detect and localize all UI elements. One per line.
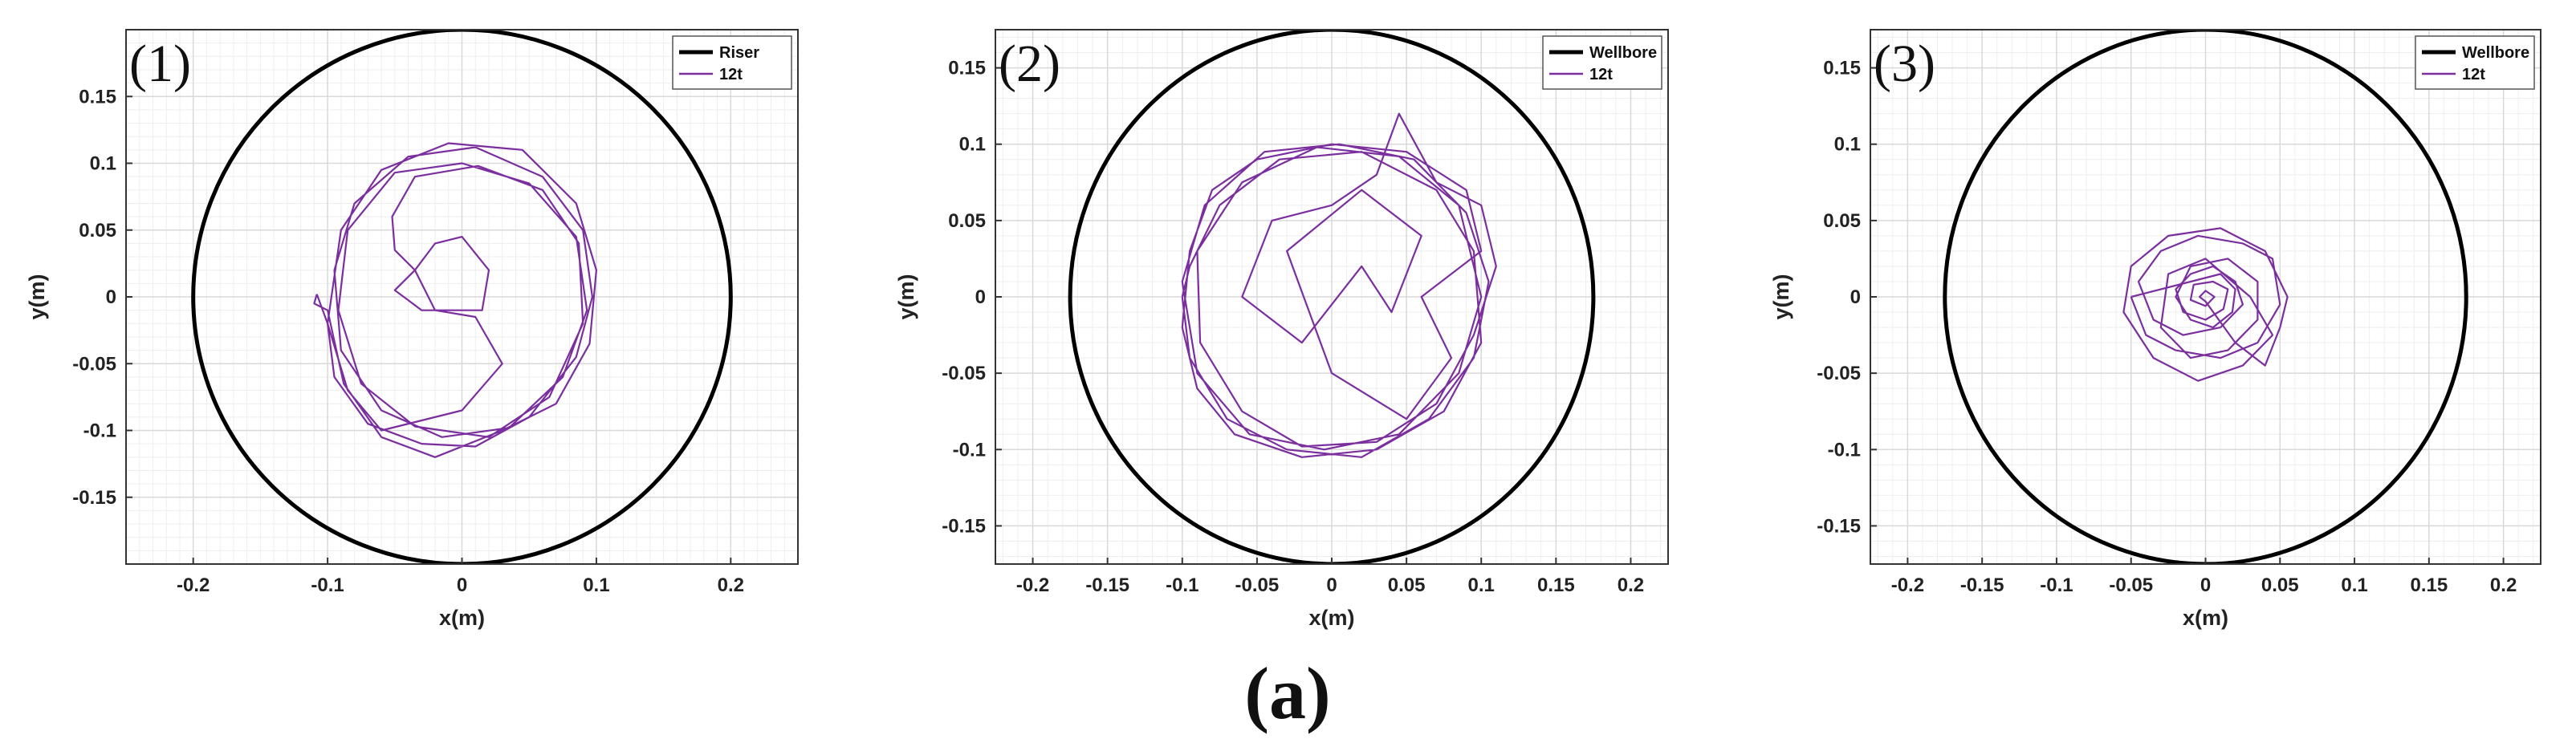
x-tick-label: -0.1 xyxy=(1166,574,1198,596)
x-tick-label: -0.1 xyxy=(311,574,344,596)
boundary-circle xyxy=(1068,30,1596,564)
plot-series xyxy=(1068,30,1596,564)
legend-label: Wellbore xyxy=(1589,44,1657,62)
y-tick-label: -0.1 xyxy=(953,439,986,461)
x-tick-label: 0.1 xyxy=(2341,574,2367,596)
x-tick-label: -0.05 xyxy=(1235,574,1280,596)
y-tick-label: 0.05 xyxy=(79,220,116,242)
y-tick-label: 0 xyxy=(106,286,116,308)
legend: Wellbore 12t xyxy=(2415,35,2535,90)
chart-panel-3: -0.2 -0.15 -0.1 -0.05 0 0.05 0.1 0.15 0.2 -0.15 -0… xyxy=(1769,29,2541,630)
y-tick-label: 0.1 xyxy=(1834,134,1861,156)
y-axis-label: y(m) xyxy=(1769,274,1793,319)
y-tick-label: -0.15 xyxy=(1817,515,1861,537)
x-tick-label: -0.15 xyxy=(1960,574,2004,596)
legend-label: 12t xyxy=(719,66,743,83)
y-tick-label: 0.1 xyxy=(959,134,986,156)
x-axis-label: x(m) xyxy=(2183,606,2228,630)
legend-label: Wellbore xyxy=(2462,44,2529,62)
trajectory-line xyxy=(1181,112,1497,458)
panels: -0.2 -0.1 0 0.1 0.2 -0.15 -0.1 -0.05 0 0.05 0.1 0.1… xyxy=(25,29,2541,630)
y-tick-label: -0.15 xyxy=(942,515,986,537)
legend-box xyxy=(2415,35,2535,90)
trajectory-line xyxy=(2122,227,2289,382)
legend: Wellbore 12t xyxy=(1542,35,1662,90)
legend-label: 12t xyxy=(1589,66,1613,83)
x-tick-label: 0.2 xyxy=(1618,574,1644,596)
x-tick-label: 0.1 xyxy=(1468,574,1495,596)
x-tick-label: -0.2 xyxy=(177,574,210,596)
y-tick-label: 0 xyxy=(975,286,986,308)
x-tick-label: 0.15 xyxy=(2410,574,2448,596)
y-tick-label: -0.05 xyxy=(942,363,986,384)
x-tick-label: -0.05 xyxy=(2109,574,2153,596)
y-tick-label: 0 xyxy=(1850,286,1861,308)
x-tick-label: 0.05 xyxy=(1388,574,1426,596)
x-tick-label: 0.2 xyxy=(718,574,744,596)
y-tick-label: -0.05 xyxy=(72,353,116,375)
y-tick-label: 0.05 xyxy=(1823,210,1861,232)
figure-caption: (a) xyxy=(1244,652,1330,734)
legend-box xyxy=(672,35,792,90)
y-tick-label: -0.1 xyxy=(1828,439,1861,461)
x-tick-label: 0 xyxy=(2200,574,2211,596)
plot-series xyxy=(191,30,733,564)
y-tick-label: 0.1 xyxy=(90,153,116,175)
y-tick-label: 0.05 xyxy=(948,210,986,232)
panel-label: (2) xyxy=(999,35,1060,93)
y-tick-label: -0.1 xyxy=(83,420,116,442)
plot-series xyxy=(1943,30,2468,564)
x-tick-label: 0.2 xyxy=(2490,574,2517,596)
major-grid xyxy=(1870,30,2541,564)
x-tick-label: 0.15 xyxy=(1537,574,1575,596)
chart-panel-2: -0.2 -0.15 -0.1 -0.05 0 0.05 0.1 0.15 0.2 -0.15 -0… xyxy=(894,29,1669,630)
panel-label: (3) xyxy=(1874,35,1935,93)
y-tick-label: -0.05 xyxy=(1817,363,1861,384)
x-axis-label: x(m) xyxy=(439,606,485,630)
x-tick-label: 0.05 xyxy=(2261,574,2299,596)
x-tick-label: -0.1 xyxy=(2040,574,2073,596)
x-axis-label: x(m) xyxy=(1308,606,1354,630)
x-tick-label: 0 xyxy=(457,574,467,596)
legend-label: Riser xyxy=(719,44,759,62)
x-tick-label: -0.2 xyxy=(1016,574,1049,596)
x-tick-label: -0.15 xyxy=(1085,574,1129,596)
chart-panel-1: -0.2 -0.1 0 0.1 0.2 -0.15 -0.1 -0.05 0 0.05 0.1 0.1… xyxy=(25,29,799,630)
y-tick-label: -0.15 xyxy=(72,487,116,509)
y-axis-label: y(m) xyxy=(25,274,49,319)
boundary-circle xyxy=(1943,30,2468,564)
legend-box xyxy=(1542,35,1662,90)
y-axis-label: y(m) xyxy=(894,274,918,319)
x-tick-label: 0 xyxy=(1326,574,1337,596)
y-tick-label: 0.15 xyxy=(1823,58,1861,79)
legend: Riser 12t xyxy=(672,35,792,90)
y-tick-label: 0.15 xyxy=(948,58,986,79)
y-tick-label: 0.15 xyxy=(79,86,116,108)
x-tick-label: 0.1 xyxy=(583,574,609,596)
trajectory-line xyxy=(313,142,597,458)
legend-label: 12t xyxy=(2462,66,2485,83)
x-tick-label: -0.2 xyxy=(1891,574,1924,596)
panel-label: (1) xyxy=(129,35,191,93)
boundary-circle xyxy=(191,30,733,564)
